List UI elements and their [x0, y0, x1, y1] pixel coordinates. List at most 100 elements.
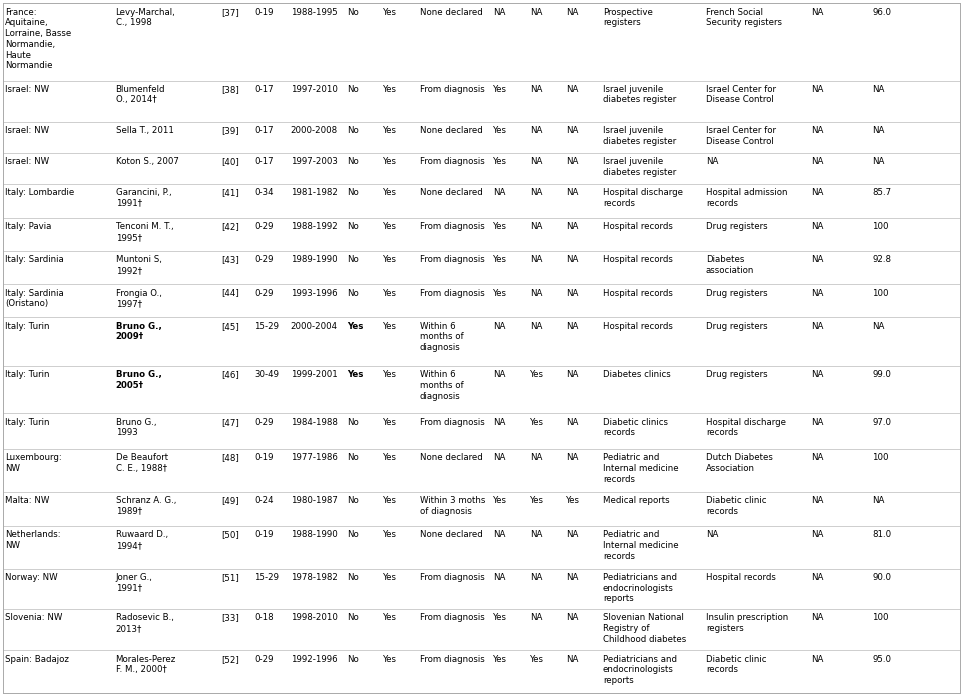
- Text: Koton S., 2007: Koton S., 2007: [116, 157, 178, 166]
- Text: Israel Center for
Disease Control: Israel Center for Disease Control: [706, 84, 776, 105]
- Text: None declared: None declared: [420, 126, 482, 135]
- Text: Italy: Turin: Italy: Turin: [5, 322, 49, 331]
- Bar: [3, 184, 960, 218]
- Text: 96.0: 96.0: [872, 8, 892, 17]
- Text: Drug registers: Drug registers: [706, 222, 768, 231]
- Text: NA: NA: [811, 222, 823, 231]
- Text: Yes: Yes: [493, 613, 508, 622]
- Text: Yes: Yes: [383, 222, 398, 231]
- Text: [45]: [45]: [221, 322, 239, 331]
- Text: Israel juvenile
diabetes register: Israel juvenile diabetes register: [603, 126, 676, 146]
- Text: French Social
Security registers: French Social Security registers: [706, 8, 782, 27]
- Bar: [3, 651, 960, 693]
- Text: Diabetic clinics
records: Diabetic clinics records: [603, 417, 667, 438]
- Text: No: No: [347, 530, 358, 540]
- Text: Prospective
registers: Prospective registers: [603, 8, 653, 27]
- Bar: [3, 153, 960, 184]
- Text: De Beaufort
C. E., 1988†: De Beaufort C. E., 1988†: [116, 453, 168, 473]
- Text: Within 3 moths
of diagnosis: Within 3 moths of diagnosis: [420, 496, 485, 516]
- Text: Italy: Turin: Italy: Turin: [5, 417, 49, 426]
- Text: Hospital records: Hospital records: [603, 288, 673, 297]
- Bar: [3, 122, 960, 153]
- Bar: [3, 366, 960, 413]
- Text: [42]: [42]: [221, 222, 239, 231]
- Text: Drug registers: Drug registers: [706, 370, 768, 379]
- Text: NA: NA: [493, 417, 506, 426]
- Text: NA: NA: [566, 255, 579, 265]
- Text: 0-17: 0-17: [254, 126, 273, 135]
- Text: 30-49: 30-49: [254, 370, 279, 379]
- Text: Morales-Perez
F. M., 2000†: Morales-Perez F. M., 2000†: [116, 655, 176, 674]
- Text: [44]: [44]: [221, 288, 239, 297]
- Text: NA: NA: [530, 84, 542, 94]
- Text: Netherlands:
NW: Netherlands: NW: [5, 530, 61, 550]
- Text: [43]: [43]: [221, 255, 239, 265]
- Text: NA: NA: [566, 8, 579, 17]
- Text: Italy: Lombardie: Italy: Lombardie: [5, 188, 74, 197]
- Text: Muntoni S,
1992†: Muntoni S, 1992†: [116, 255, 162, 275]
- Text: 0-29: 0-29: [254, 417, 273, 426]
- Text: NA: NA: [530, 222, 542, 231]
- Text: Yes: Yes: [383, 417, 398, 426]
- Text: Diabetic clinic
records: Diabetic clinic records: [706, 655, 767, 674]
- Text: No: No: [347, 613, 358, 622]
- Text: 1999-2001: 1999-2001: [291, 370, 338, 379]
- Text: Hospital discharge
records: Hospital discharge records: [706, 417, 786, 438]
- Text: 0-18: 0-18: [254, 613, 273, 622]
- Text: Yes: Yes: [383, 84, 398, 94]
- Text: Levy-Marchal,
C., 1998: Levy-Marchal, C., 1998: [116, 8, 175, 27]
- Text: 0-29: 0-29: [254, 255, 273, 265]
- Text: 0-29: 0-29: [254, 288, 273, 297]
- Bar: [3, 491, 960, 526]
- Text: Yes: Yes: [383, 453, 398, 462]
- Text: Diabetes clinics: Diabetes clinics: [603, 370, 670, 379]
- Text: Spain: Badajoz: Spain: Badajoz: [5, 655, 68, 664]
- Text: Yes: Yes: [383, 573, 398, 582]
- Text: 1992-1996: 1992-1996: [291, 655, 337, 664]
- Text: From diagnosis: From diagnosis: [420, 613, 484, 622]
- Text: Tenconi M. T.,
1995†: Tenconi M. T., 1995†: [116, 222, 173, 242]
- Bar: [3, 526, 960, 569]
- Text: Yes: Yes: [383, 322, 398, 331]
- Text: Hospital records: Hospital records: [706, 573, 776, 582]
- Text: Israel: NW: Israel: NW: [5, 157, 49, 166]
- Text: Ruwaard D.,
1994†: Ruwaard D., 1994†: [116, 530, 168, 550]
- Text: NA: NA: [811, 84, 823, 94]
- Text: [40]: [40]: [221, 157, 239, 166]
- Text: 0-29: 0-29: [254, 222, 273, 231]
- Text: 95.0: 95.0: [872, 655, 892, 664]
- Text: NA: NA: [566, 126, 579, 135]
- Text: 97.0: 97.0: [872, 417, 892, 426]
- Text: 1998-2010: 1998-2010: [291, 613, 338, 622]
- Text: [52]: [52]: [221, 655, 239, 664]
- Bar: [3, 3, 960, 80]
- Text: Yes: Yes: [530, 417, 544, 426]
- Text: 1988-1992: 1988-1992: [291, 222, 338, 231]
- Text: NA: NA: [811, 655, 823, 664]
- Text: 15-29: 15-29: [254, 573, 279, 582]
- Text: 0-19: 0-19: [254, 530, 273, 540]
- Text: NA: NA: [811, 288, 823, 297]
- Text: Yes: Yes: [530, 370, 544, 379]
- Text: NA: NA: [493, 370, 506, 379]
- Text: Bruno G.,
2005†: Bruno G., 2005†: [116, 370, 162, 390]
- Text: Within 6
months of
diagnosis: Within 6 months of diagnosis: [420, 322, 463, 352]
- Text: Italy: Sardinia
(Oristano): Italy: Sardinia (Oristano): [5, 288, 64, 309]
- Text: Yes: Yes: [383, 126, 398, 135]
- Text: [41]: [41]: [221, 188, 239, 197]
- Text: 85.7: 85.7: [872, 188, 892, 197]
- Text: 0-29: 0-29: [254, 655, 273, 664]
- Text: Frongia O.,
1997†: Frongia O., 1997†: [116, 288, 162, 309]
- Text: Pediatricians and
endocrinologists
reports: Pediatricians and endocrinologists repor…: [603, 655, 677, 685]
- Text: 99.0: 99.0: [872, 370, 892, 379]
- Text: Hospital discharge
records: Hospital discharge records: [603, 188, 683, 207]
- Text: Yes: Yes: [493, 84, 508, 94]
- Text: NA: NA: [566, 370, 579, 379]
- Text: NA: NA: [566, 322, 579, 331]
- Text: Diabetes
association: Diabetes association: [706, 255, 754, 275]
- Text: 1980-1987: 1980-1987: [291, 496, 338, 505]
- Text: Israel juvenile
diabetes register: Israel juvenile diabetes register: [603, 84, 676, 105]
- Bar: [3, 318, 960, 366]
- Text: 92.8: 92.8: [872, 255, 892, 265]
- Text: Insulin prescription
registers: Insulin prescription registers: [706, 613, 788, 633]
